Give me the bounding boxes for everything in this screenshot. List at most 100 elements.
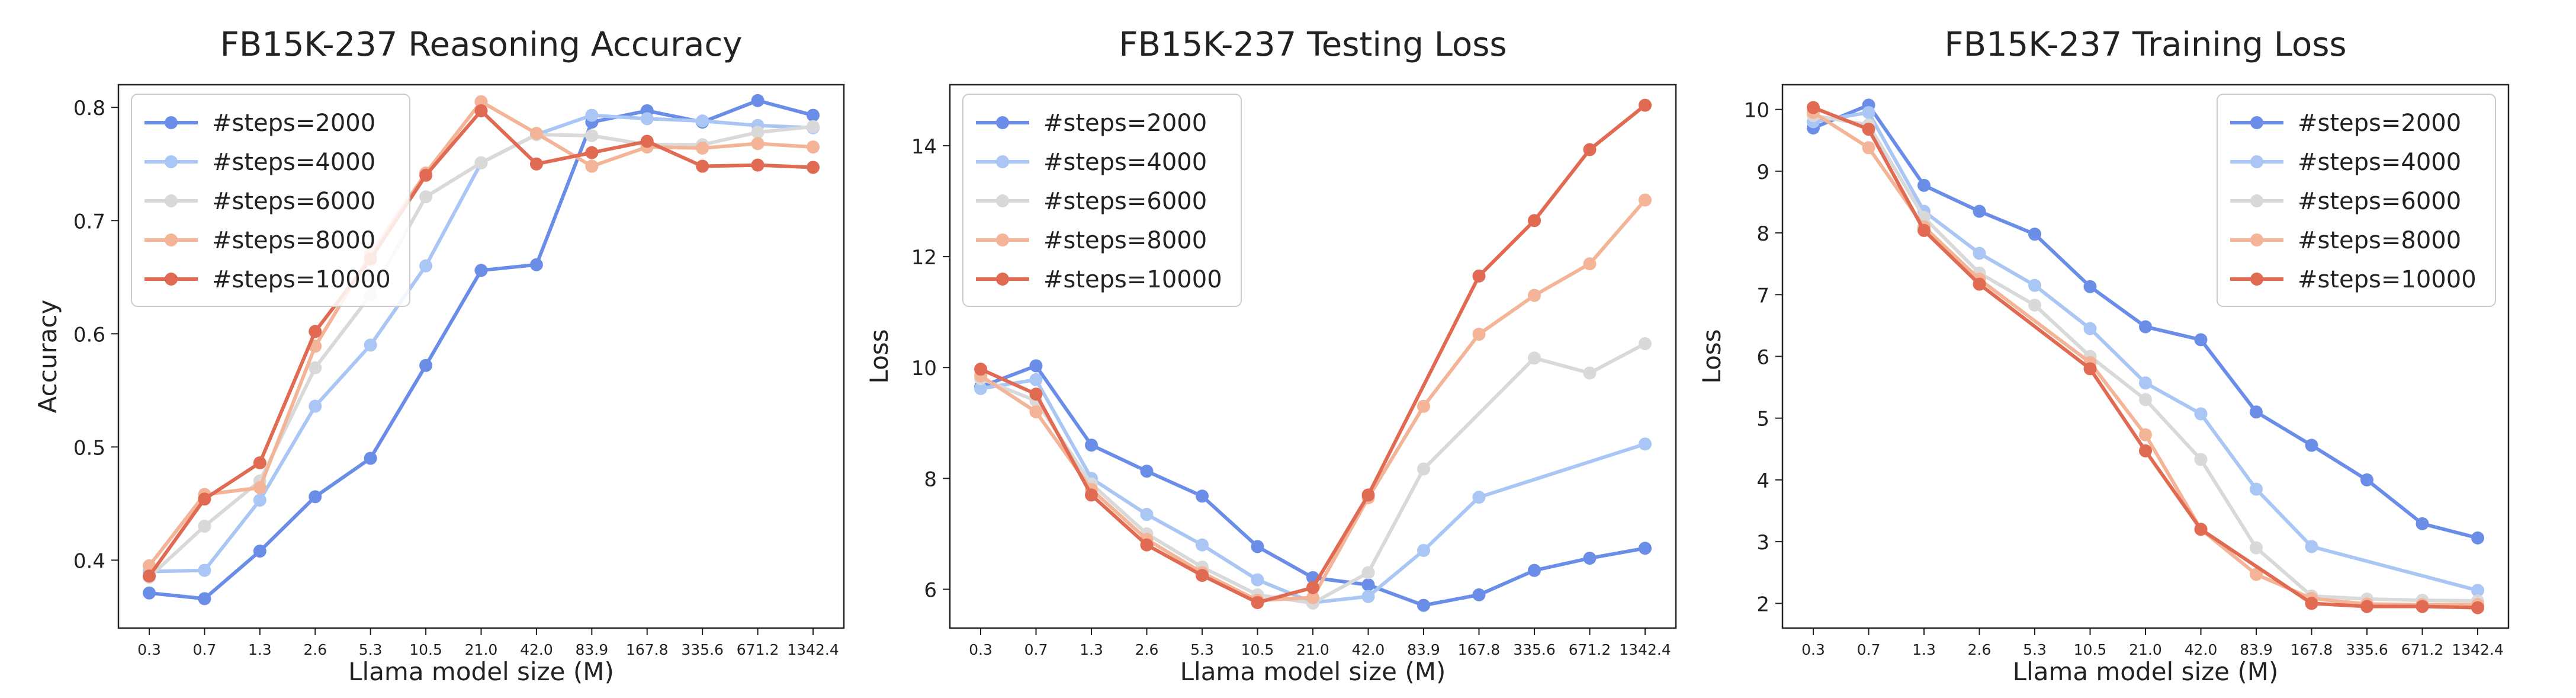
data-point [696,114,709,128]
data-point [2083,362,2097,376]
legend: #steps=2000 #steps=4000 #steps=6000 #steps=… [2217,94,2496,307]
data-point [2250,405,2263,419]
data-point [309,325,322,338]
data-point [2250,541,2263,555]
data-point [1361,578,1375,592]
data-point [807,140,820,154]
x-tick-label: 335.6 [2346,641,2388,658]
legend-swatch-marker [996,273,1009,286]
x-tick-label: 0.3 [1801,641,1825,658]
y-tick-label: 0.8 [73,97,105,120]
legend-swatch-marker [2250,194,2263,207]
data-point [1472,269,1486,283]
legend-label: #steps=8000 [1043,227,1207,254]
x-tick-label: 42.0 [520,641,553,658]
data-point [2194,407,2208,421]
data-point [474,104,488,117]
data-point [2305,597,2318,610]
data-point [1085,438,1098,452]
legend-label: #steps=4000 [212,149,375,176]
y-tick-label: 0.4 [73,549,105,573]
data-point [419,190,433,204]
legend-label: #steps=2000 [1043,110,1207,137]
x-tick-label: 0.7 [193,641,217,658]
data-point [2083,322,2097,335]
data-point [1472,328,1486,341]
data-point [364,452,377,465]
data-point [474,156,488,169]
data-point [2471,584,2484,597]
data-point [2416,517,2429,530]
y-tick-label: 8 [924,468,937,491]
x-axis-label: Llama model size (M) [2013,657,2279,686]
legend-label: #steps=2000 [2298,110,2461,137]
x-tick-label: 167.8 [1458,641,1501,658]
legend-label: #steps=10000 [1043,266,1222,293]
data-point [1807,101,1820,114]
y-tick-label: 10 [1744,99,1769,123]
data-point [1639,542,1652,555]
legend-box [131,94,410,307]
data-point [807,120,820,133]
chart-title: FB15K-237 Training Loss [1944,25,2346,64]
y-tick-label: 0.5 [73,436,105,460]
data-point [1973,246,1986,260]
data-point [198,592,211,606]
legend-swatch-marker [165,155,178,168]
x-tick-label: 671.2 [737,641,779,658]
data-point [309,399,322,413]
data-point [309,490,322,504]
data-point [1528,351,1541,365]
data-point [198,520,211,533]
data-point [751,137,765,151]
x-tick-label: 0.7 [1024,641,1048,658]
x-tick-label: 0.3 [969,641,993,658]
data-point [474,95,488,108]
data-point [1639,437,1652,451]
data-point [474,264,488,277]
x-tick-label: 10.5 [1241,641,1274,658]
data-point [1085,488,1098,502]
legend-swatch-marker [996,194,1009,207]
y-tick-label: 8 [1756,222,1769,246]
data-point [1917,178,1931,192]
x-tick-label: 167.8 [626,641,669,658]
x-tick-label: 2.6 [1968,641,1992,658]
data-point [751,158,765,172]
legend-swatch-marker [2250,233,2263,246]
data-point [2250,482,2263,496]
data-point [1029,388,1043,401]
data-point [1417,598,1430,612]
x-tick-label: 1.3 [1912,641,1936,658]
series-5 [974,98,1652,609]
y-tick-label: 14 [911,135,937,159]
chart-panel-1: FB15K-237 Reasoning Accuracy 0.3 0.7 1.3 2.6… [33,25,845,686]
data-point [1361,488,1375,502]
y-tick-label: 4 [1756,469,1769,493]
x-tick-label: 83.9 [2240,641,2273,658]
chart-panel-3: FB15K-237 Training Loss 0.3 0.7 1.3 2.6 5.3 10… [1697,25,2510,686]
data-point [2139,428,2152,441]
legend-swatch-marker [996,155,1009,168]
x-tick-label: 21.0 [465,641,498,658]
y-tick-label: 0.6 [73,323,105,347]
legend: #steps=2000 #steps=4000 #steps=6000 #steps=… [131,94,410,307]
data-point [1417,462,1430,476]
data-point [696,141,709,155]
data-point [585,146,599,159]
data-point [1306,591,1319,604]
x-tick-label: 335.6 [1513,641,1556,658]
legend-swatch-marker [996,233,1009,246]
x-tick-label: 42.0 [2185,641,2218,658]
data-point [2194,453,2208,466]
x-tick-label: 10.5 [409,641,442,658]
data-point [253,481,266,495]
data-point [2028,228,2041,241]
y-tick-label: 7 [1756,284,1769,308]
data-point [1583,366,1597,380]
data-point [974,363,987,376]
data-point [1973,277,1986,291]
legend-label: #steps=10000 [212,266,391,293]
x-axis-label: Llama model size (M) [1180,657,1446,686]
